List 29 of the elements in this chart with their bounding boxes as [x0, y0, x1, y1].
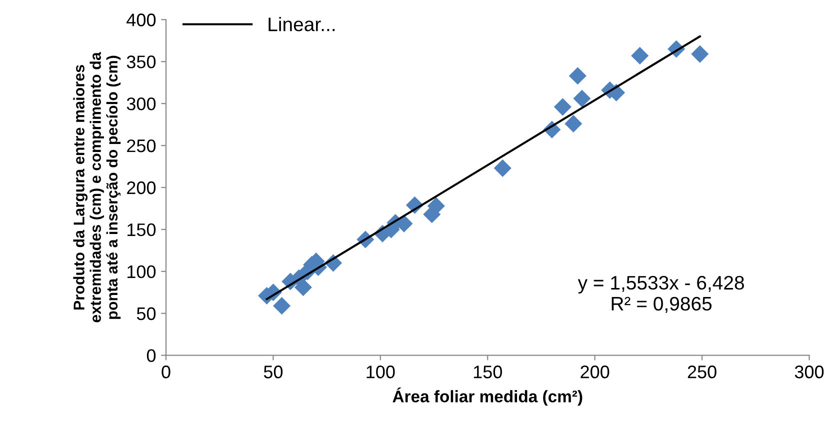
point: [568, 67, 586, 85]
y-tick-label: 300: [126, 97, 156, 110]
y-tick-label: 50: [136, 307, 156, 320]
x-tick-label: 50: [264, 366, 283, 378]
x-tick-label: 300: [794, 366, 824, 378]
point: [294, 278, 312, 296]
point: [494, 159, 512, 177]
y-tick-label: 400: [126, 14, 156, 26]
x-tick-label: 100: [366, 366, 395, 378]
y-axis-title: Produto da Largura entre maiores extremidades (cm) e comprimento da ponta até a inserção do pecíolo (cm): [73, 52, 121, 322]
point: [691, 45, 709, 63]
y-tick-label: 100: [128, 265, 156, 278]
point: [564, 114, 582, 132]
point: [273, 297, 291, 315]
x-tick-label: 150: [474, 366, 502, 378]
x-tick-label: 200: [580, 366, 610, 378]
point: [631, 46, 649, 64]
annotation: y = 1,5533x - 6,428 R² = 0,9865: [578, 276, 744, 313]
x-axis-title: Área foliar medida (cm²): [392, 387, 582, 406]
y-tick-label: 150: [128, 223, 156, 236]
y-tick-label: 350: [126, 56, 156, 68]
point: [554, 98, 572, 116]
legend-label: Linear...: [268, 16, 335, 32]
x-tick-label: 0: [162, 366, 170, 378]
point: [573, 90, 591, 108]
x-tick-label: 250: [688, 366, 716, 378]
y-tick-label: 250: [127, 139, 156, 152]
y-tick-label: 200: [127, 181, 156, 194]
y-tick-label: 0: [146, 349, 156, 362]
